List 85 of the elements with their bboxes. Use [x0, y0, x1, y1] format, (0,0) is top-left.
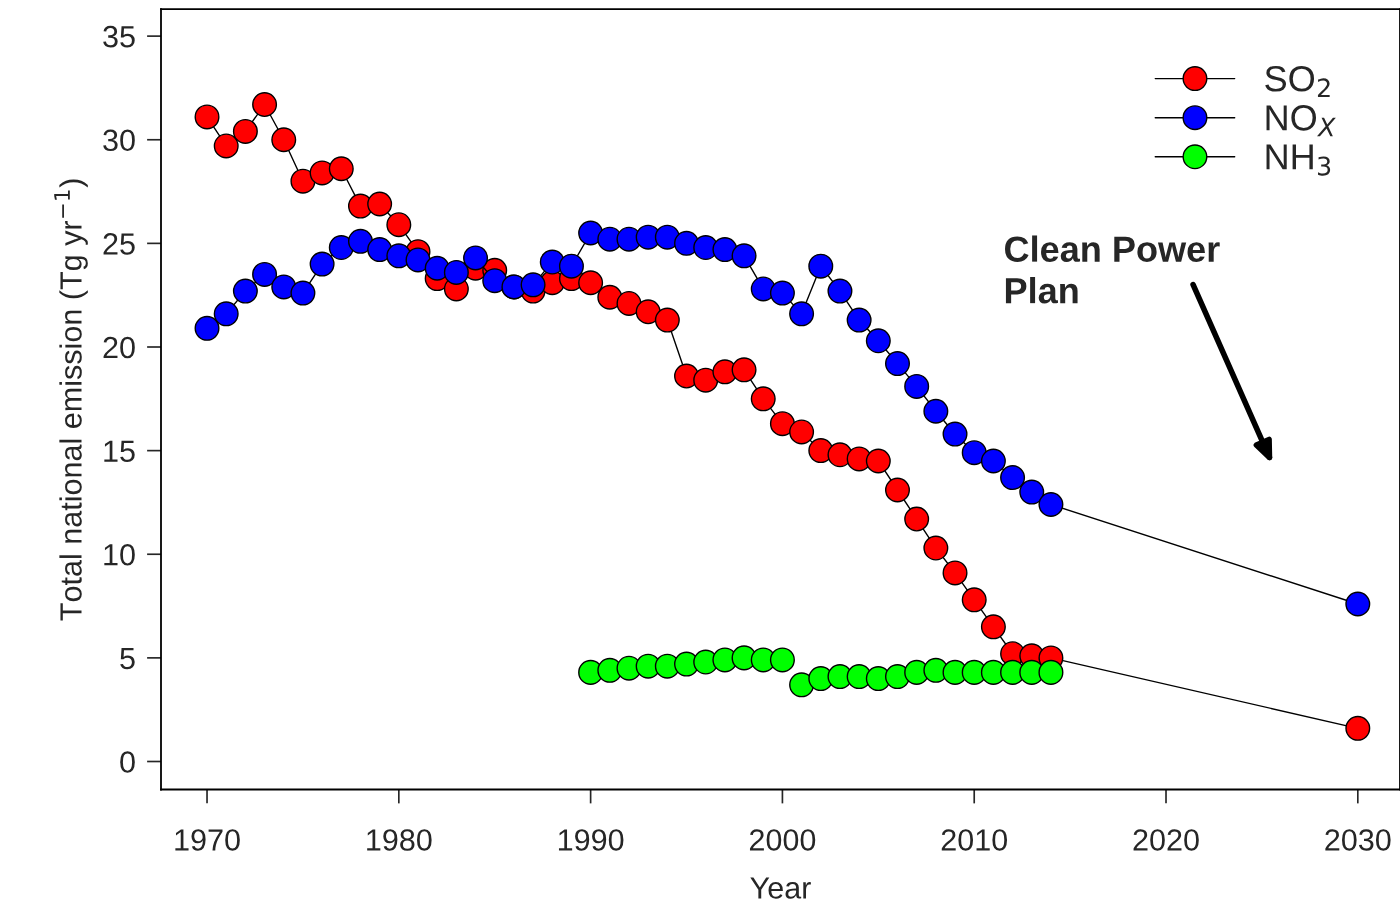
y-tick-label: 30 — [103, 129, 135, 152]
point — [558, 253, 584, 279]
point — [271, 127, 297, 153]
x-axis-title: Year — [750, 877, 811, 899]
legend-label: NH$_{3}$ — [1266, 144, 1331, 176]
legend-label: NO$_{X}$ — [1266, 105, 1336, 137]
y-tick-label: 25 — [103, 233, 135, 255]
point — [769, 411, 795, 437]
point — [232, 118, 258, 144]
point — [750, 386, 776, 412]
point — [1038, 659, 1064, 685]
y-tick-label: 20 — [103, 336, 135, 359]
point — [769, 280, 795, 306]
y-tick-label: 15 — [104, 440, 135, 462]
point — [865, 328, 891, 354]
point — [290, 168, 316, 194]
point — [904, 373, 930, 399]
point — [884, 477, 910, 503]
point — [194, 315, 220, 341]
point — [290, 280, 316, 306]
point — [328, 235, 354, 261]
point — [712, 237, 738, 263]
point — [808, 253, 834, 279]
x-tick-label: 1990 — [558, 829, 624, 851]
point — [328, 156, 354, 182]
point — [961, 587, 987, 613]
legend-label: SO$_{2}$ — [1265, 65, 1330, 98]
point — [405, 247, 431, 273]
point — [923, 535, 949, 561]
point — [980, 614, 1006, 640]
point — [252, 261, 278, 287]
point — [904, 506, 930, 532]
point — [923, 398, 949, 424]
point — [443, 259, 469, 285]
point — [654, 224, 680, 250]
point — [980, 448, 1006, 474]
point — [213, 301, 239, 327]
y-tick-label: 35 — [103, 25, 135, 48]
point — [616, 290, 642, 316]
point — [213, 133, 239, 159]
point — [482, 268, 508, 294]
point — [597, 284, 623, 310]
point — [865, 448, 891, 474]
point — [789, 301, 815, 327]
point — [1000, 465, 1026, 491]
point — [789, 419, 815, 445]
point — [520, 272, 546, 298]
point — [827, 278, 853, 304]
point — [942, 421, 968, 447]
annotation: Clean Power Plan — [1005, 235, 1220, 304]
y-tick-label: 5 — [120, 647, 135, 670]
x-tick-label: 2000 — [749, 829, 816, 851]
x-tick-label: 1970 — [175, 829, 240, 851]
point — [578, 270, 604, 296]
point — [693, 367, 719, 393]
x-tick-label: 2020 — [1133, 829, 1199, 851]
point — [1345, 591, 1371, 617]
x-tick-label: 2030 — [1325, 829, 1391, 851]
point — [789, 672, 815, 698]
y-tick-label: 0 — [120, 751, 135, 773]
point — [386, 212, 412, 238]
point — [961, 440, 987, 466]
point — [635, 299, 661, 325]
point — [654, 307, 680, 333]
point — [884, 351, 910, 377]
point — [271, 274, 297, 300]
point — [769, 647, 795, 673]
point — [942, 560, 968, 586]
point — [1019, 479, 1045, 505]
point — [309, 251, 335, 277]
y-axis-title: Total national emission (Tg yr$^{−1}$) — [54, 179, 88, 621]
x-tick-label: 2010 — [941, 829, 1008, 851]
point — [1038, 492, 1064, 518]
y-tick-label: 10 — [104, 543, 135, 566]
point — [1345, 715, 1371, 741]
point — [731, 357, 757, 383]
point — [252, 92, 278, 118]
point — [232, 278, 258, 304]
point — [347, 228, 373, 254]
point — [463, 245, 489, 271]
point — [731, 243, 757, 269]
point — [846, 307, 872, 333]
x-tick-label: 1980 — [367, 829, 432, 851]
point — [194, 104, 220, 130]
point — [367, 191, 393, 217]
